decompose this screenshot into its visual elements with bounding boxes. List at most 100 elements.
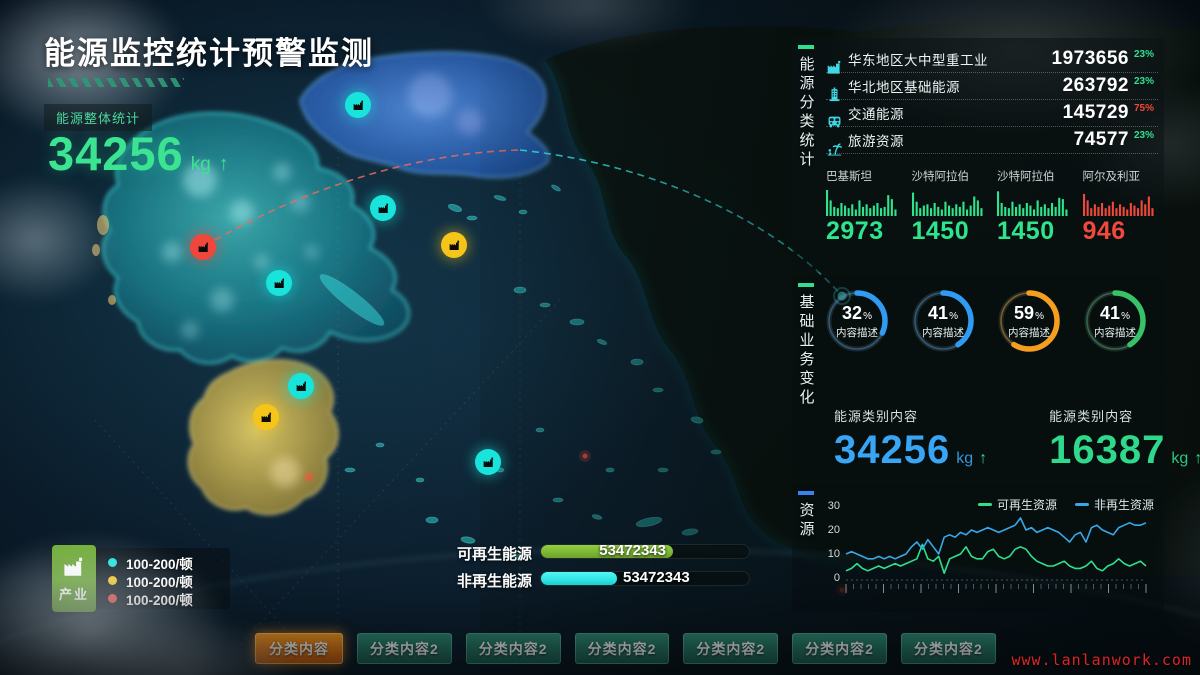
- bar-sparkline: [1082, 193, 1153, 216]
- category-value: 74577: [1073, 129, 1129, 150]
- stat-unit: kg: [956, 450, 974, 467]
- donut-gauge[interactable]: 41% 内容描述: [910, 288, 976, 354]
- category-button-7[interactable]: 分类内容2: [900, 633, 996, 664]
- trend-up-icon: ↑: [1194, 450, 1200, 467]
- country-value: 1450: [911, 217, 970, 245]
- category-percent: 23%: [1134, 130, 1155, 141]
- category-label: 华北地区基础能源: [848, 80, 960, 95]
- category-percent: 23%: [1134, 49, 1155, 60]
- map-marker-factory[interactable]: [190, 234, 216, 260]
- category-value: 1973656: [1051, 48, 1129, 69]
- category-percent: 23%: [1134, 76, 1155, 87]
- legend-dash-icon: [977, 503, 992, 506]
- bar-value: 53472343: [623, 569, 690, 586]
- category-button-6[interactable]: 分类内容2: [792, 633, 887, 664]
- bar-value: 53472343: [599, 542, 666, 559]
- red-dot-icon: [108, 594, 117, 603]
- map-marker-factory[interactable]: [266, 270, 292, 296]
- chart-legend: 可再生资源 非再生资源: [977, 496, 1154, 513]
- bar-sparkline: [911, 192, 982, 216]
- accent-dash: [798, 283, 814, 287]
- donut-gauge[interactable]: 41% 内容描述: [1082, 288, 1148, 354]
- category-row-tourism[interactable]: 旅游资源 74577 23%: [826, 127, 1158, 156]
- industry-legend-box: 产业: [52, 545, 96, 612]
- bar-label: 非再生能源: [456, 573, 532, 590]
- panel-resources: 资源 可再生资源 非再生资源 30 20 10 0: [792, 484, 1164, 612]
- energy-progress-bars: 可再生能源 53472343 非再生能源 53472343: [430, 542, 770, 597]
- overall-value: 34256: [48, 127, 184, 180]
- stat-label: 能源类别内容: [1049, 409, 1134, 424]
- y-axis-tick: 30: [827, 500, 840, 512]
- bar-label: 可再生能源: [456, 546, 532, 563]
- map-marker-factory[interactable]: [345, 92, 371, 118]
- donut-gauge[interactable]: 59% 内容描述: [996, 288, 1062, 354]
- donut-gauges: 32% 内容描述 41% 内容描述 59% 内容描述 41% 内容描述: [824, 288, 1148, 354]
- category-row-heavy-industry[interactable]: 华东地区大中型重工业 1973656 23%: [826, 46, 1158, 74]
- category-button-3[interactable]: 分类内容2: [465, 633, 561, 664]
- donut-gauge[interactable]: 32% 内容描述: [824, 288, 890, 354]
- country-value: 2973: [826, 217, 884, 245]
- stat-value: 34256: [834, 428, 951, 472]
- industry-legend-title: 产业: [58, 586, 89, 602]
- country-bar-charts: 巴基斯坦 2973 沙特阿拉伯 1450 沙特阿拉伯 1450 阿尔及利亚 94…: [826, 168, 1160, 246]
- category-row-base-energy[interactable]: 华北地区基础能源 263792 23%: [826, 73, 1158, 102]
- accent-dash: [798, 491, 814, 495]
- category-label: 旅游资源: [848, 134, 904, 149]
- category-button-5[interactable]: 分类内容2: [683, 633, 779, 664]
- yellow-dot-icon: [108, 576, 117, 585]
- bar-sparkline: [997, 191, 1068, 216]
- page-title: 能源监控统计预警监测: [44, 36, 374, 71]
- panel-title: 基础业务变化: [797, 294, 815, 408]
- legend-dash-icon: [1074, 503, 1089, 506]
- category-label: 华东地区大中型重工业: [848, 53, 988, 68]
- nonrenewable-energy-bar[interactable]: 非再生能源 53472343: [430, 569, 770, 590]
- panel-title: 资源: [797, 502, 815, 540]
- country-group-saudi-1[interactable]: 沙特阿拉伯 1450: [911, 168, 990, 246]
- category-row-transport-energy[interactable]: 交通能源 145729 75%: [826, 100, 1158, 128]
- category-label: 交通能源: [848, 107, 904, 122]
- legend-item: 100-200/顿: [108, 590, 230, 608]
- map-marker-factory[interactable]: [441, 232, 467, 258]
- category-button-1[interactable]: 分类内容: [255, 633, 343, 664]
- trend-up-icon: ↑: [979, 450, 988, 467]
- industry-legend-panel: 100-200/顿 100-200/顿 100-200/顿: [96, 548, 230, 609]
- energy-type-stat-1: 能源类别内容 34256 kg ↑: [834, 406, 987, 473]
- cyan-dot-icon: [108, 558, 117, 567]
- panel-business-change: 基础业务变化 32% 内容描述 41% 内容描述 59% 内容描述 41% 内容描述 能…: [792, 276, 1200, 478]
- category-list: 华东地区大中型重工业 1973656 23% 华北地区基础能源 263792 2…: [826, 46, 1158, 156]
- category-percent: 75%: [1134, 103, 1155, 114]
- resource-line-chart[interactable]: [844, 504, 1152, 600]
- title-stripe-decoration: [48, 78, 184, 87]
- category-button-4[interactable]: 分类内容2: [574, 633, 670, 664]
- legend-item: 100-200/顿: [108, 554, 230, 572]
- legend-renewable[interactable]: 可再生资源: [977, 496, 1057, 513]
- legend-nonrenewable[interactable]: 非再生资源: [1074, 496, 1154, 513]
- bar-fill: [541, 545, 673, 558]
- category-button-2[interactable]: 分类内容2: [357, 633, 452, 664]
- energy-type-stat-2: 能源类别内容 16387 kg ↑: [1049, 406, 1200, 473]
- map-marker-factory[interactable]: [253, 404, 279, 430]
- map-marker-factory[interactable]: [288, 373, 314, 399]
- country-label: 巴基斯坦: [826, 171, 872, 183]
- overall-unit: kg: [190, 154, 211, 175]
- country-group-pakistan[interactable]: 巴基斯坦 2973: [826, 168, 904, 246]
- panel-vertical-title: 基础业务变化: [794, 280, 818, 408]
- energy-type-stats: 能源类别内容 34256 kg ↑ 能源类别内容 16387 kg ↑: [834, 406, 1200, 473]
- map-marker-factory[interactable]: [370, 195, 396, 221]
- stat-unit: kg: [1171, 450, 1189, 467]
- country-group-algeria[interactable]: 阿尔及利亚 946: [1082, 168, 1161, 246]
- panel-energy-category: 能源分类统计 华东地区大中型重工业 1973656 23% 华北地区基础能源 2…: [792, 38, 1164, 272]
- country-label: 沙特阿拉伯: [997, 171, 1055, 183]
- country-group-saudi-2[interactable]: 沙特阿拉伯 1450: [997, 168, 1075, 246]
- y-axis-tick: 10: [827, 548, 840, 560]
- category-value: 145729: [1062, 102, 1129, 123]
- country-value: 946: [1082, 217, 1126, 245]
- category-value: 263792: [1062, 75, 1129, 96]
- panel-title: 能源分类统计: [797, 56, 815, 170]
- stat-value: 16387: [1049, 428, 1166, 472]
- map-marker-factory[interactable]: [475, 449, 501, 475]
- bar-fill: [541, 572, 617, 585]
- stat-label: 能源类别内容: [834, 409, 919, 424]
- renewable-energy-bar[interactable]: 可再生能源 53472343: [430, 542, 770, 563]
